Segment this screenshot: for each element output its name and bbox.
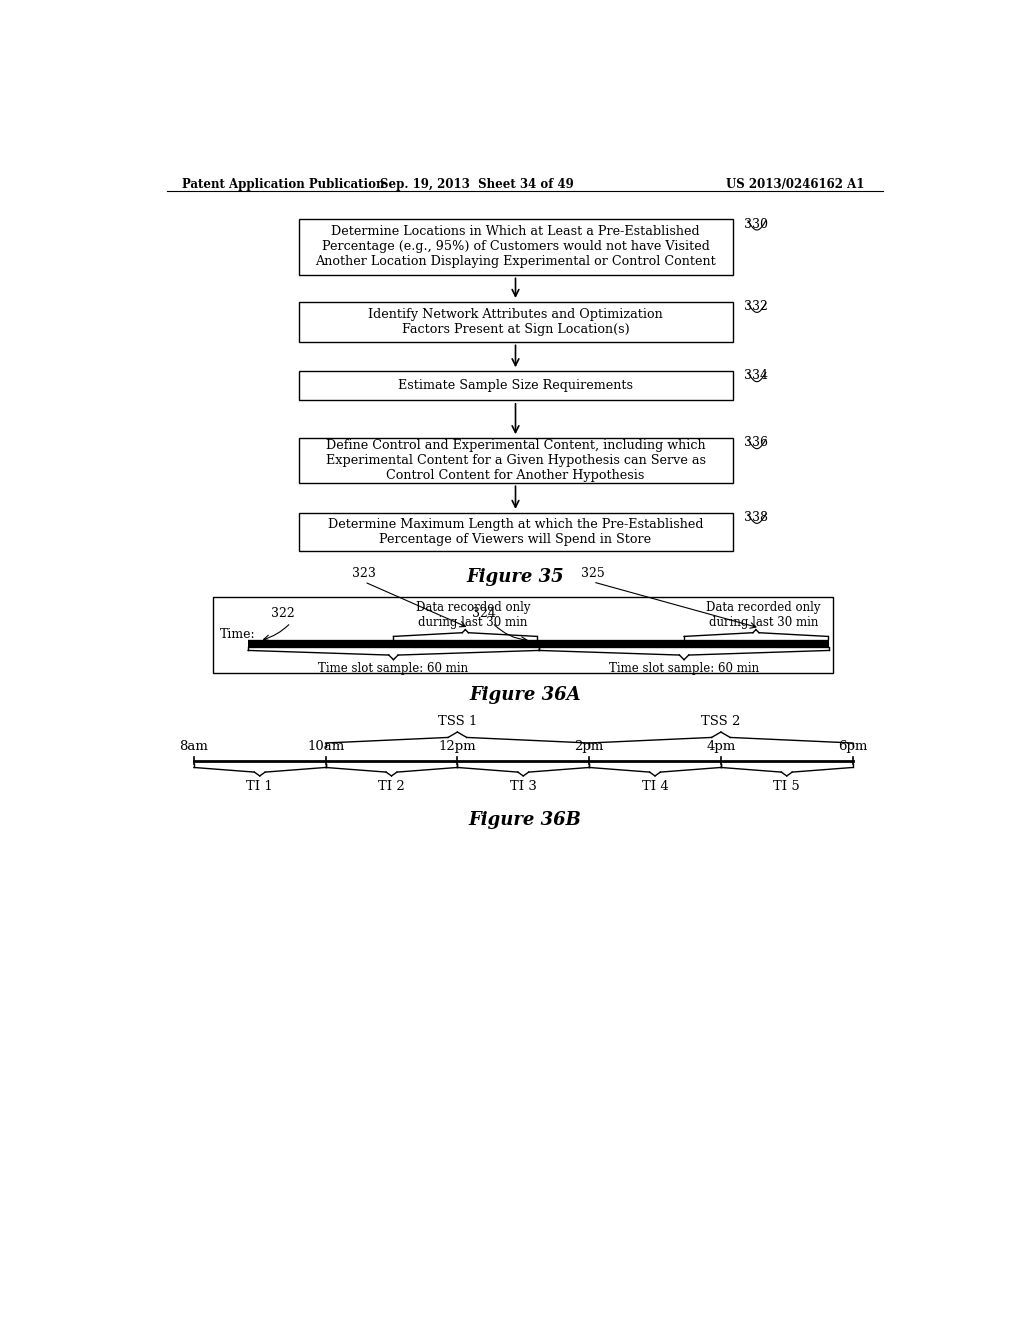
- Text: TI 3: TI 3: [510, 780, 537, 793]
- Text: 325: 325: [582, 568, 605, 581]
- Text: Time slot sample: 60 min: Time slot sample: 60 min: [318, 663, 469, 675]
- Text: Figure 36B: Figure 36B: [468, 812, 582, 829]
- FancyBboxPatch shape: [299, 371, 732, 400]
- Text: Data recorded only
during last 30 min: Data recorded only during last 30 min: [416, 601, 530, 630]
- Text: 323: 323: [352, 568, 376, 581]
- FancyBboxPatch shape: [299, 219, 732, 275]
- Text: Determine Maximum Length at which the Pre-Established
Percentage of Viewers will: Determine Maximum Length at which the Pr…: [328, 517, 703, 546]
- FancyBboxPatch shape: [299, 302, 732, 342]
- Text: 336: 336: [744, 437, 768, 449]
- FancyBboxPatch shape: [299, 438, 732, 483]
- Text: 6pm: 6pm: [838, 739, 867, 752]
- Text: 330: 330: [744, 218, 768, 231]
- Text: TSS 1: TSS 1: [437, 715, 477, 729]
- Text: Figure 36A: Figure 36A: [469, 686, 581, 704]
- Text: US 2013/0246162 A1: US 2013/0246162 A1: [726, 178, 864, 190]
- Text: 338: 338: [744, 511, 768, 524]
- Text: TI 1: TI 1: [247, 780, 273, 793]
- Text: Figure 35: Figure 35: [467, 568, 564, 586]
- FancyBboxPatch shape: [299, 512, 732, 552]
- Text: Identify Network Attributes and Optimization
Factors Present at Sign Location(s): Identify Network Attributes and Optimiza…: [368, 308, 663, 335]
- Text: TI 2: TI 2: [378, 780, 404, 793]
- Text: TI 5: TI 5: [773, 780, 800, 793]
- Text: Estimate Sample Size Requirements: Estimate Sample Size Requirements: [398, 379, 633, 392]
- Text: 334: 334: [744, 370, 768, 383]
- Text: Sep. 19, 2013  Sheet 34 of 49: Sep. 19, 2013 Sheet 34 of 49: [380, 178, 573, 190]
- Text: Time:: Time:: [219, 628, 255, 642]
- Text: 324: 324: [472, 607, 496, 620]
- Text: 2pm: 2pm: [574, 739, 604, 752]
- Text: Data recorded only
during last 30 min: Data recorded only during last 30 min: [707, 601, 821, 630]
- Text: 332: 332: [744, 300, 768, 313]
- Text: Define Control and Experimental Content, including which
Experimental Content fo: Define Control and Experimental Content,…: [326, 438, 706, 482]
- Text: 8am: 8am: [179, 739, 208, 752]
- Text: 4pm: 4pm: [707, 739, 735, 752]
- Text: TI 4: TI 4: [642, 780, 669, 793]
- Text: Patent Application Publication: Patent Application Publication: [182, 178, 385, 190]
- Text: 12pm: 12pm: [438, 739, 476, 752]
- Text: 10am: 10am: [307, 739, 344, 752]
- Text: Determine Locations in Which at Least a Pre-Established
Percentage (e.g., 95%) o: Determine Locations in Which at Least a …: [315, 226, 716, 268]
- Text: TSS 2: TSS 2: [701, 715, 740, 729]
- Text: 322: 322: [271, 607, 295, 620]
- Text: Time slot sample: 60 min: Time slot sample: 60 min: [609, 663, 759, 675]
- FancyBboxPatch shape: [213, 598, 834, 673]
